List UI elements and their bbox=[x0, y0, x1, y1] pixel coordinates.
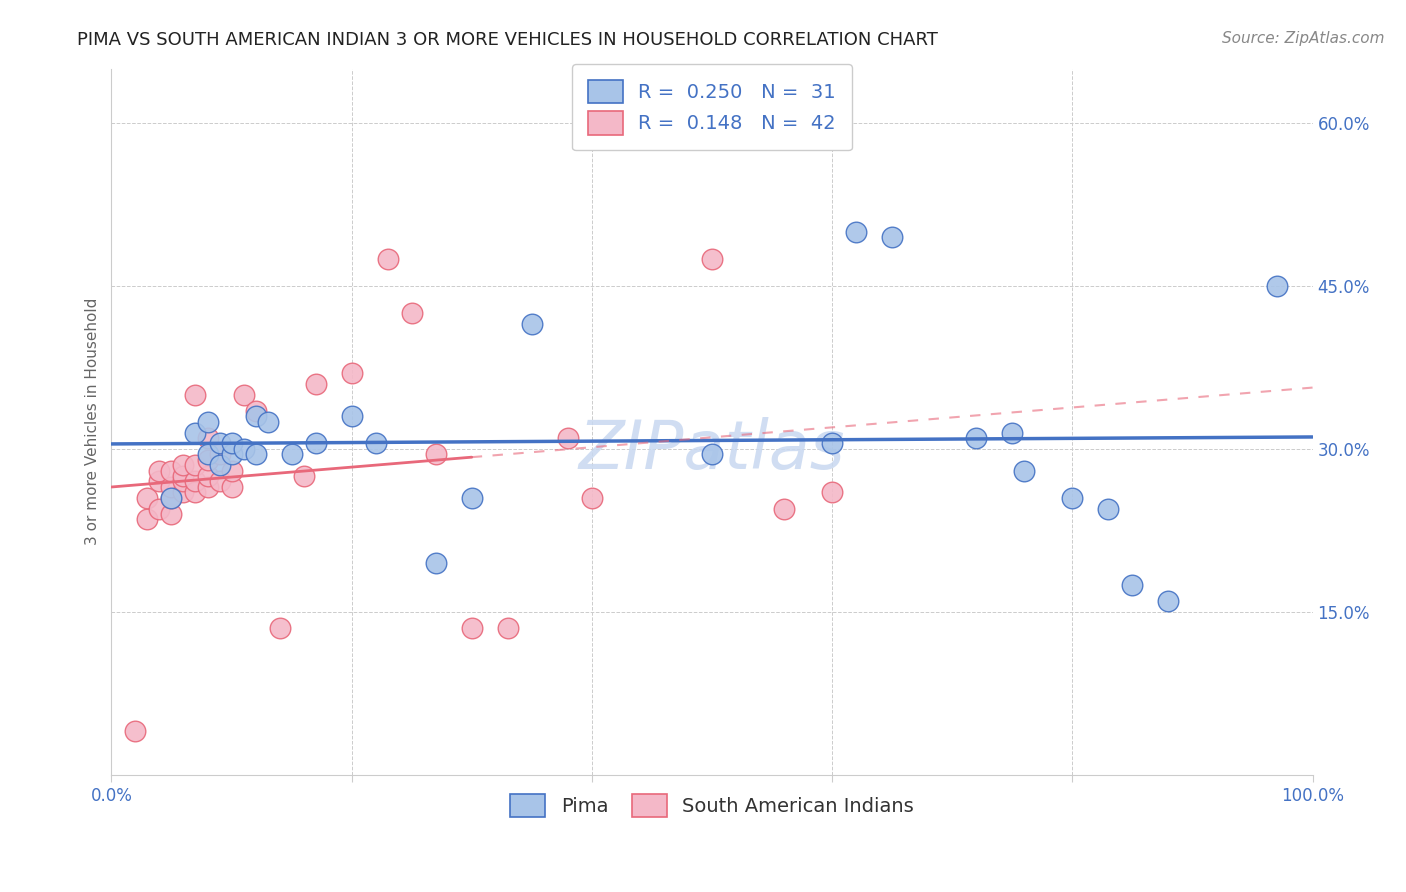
Point bbox=[1062, 491, 1084, 505]
Point bbox=[401, 306, 423, 320]
Point bbox=[221, 464, 243, 478]
Point bbox=[773, 501, 796, 516]
Point bbox=[124, 724, 146, 739]
Point bbox=[557, 431, 579, 445]
Point bbox=[197, 431, 219, 445]
Point bbox=[700, 447, 723, 461]
Point bbox=[425, 447, 447, 461]
Text: Source: ZipAtlas.com: Source: ZipAtlas.com bbox=[1222, 31, 1385, 46]
Point bbox=[160, 491, 183, 505]
Point bbox=[1001, 425, 1024, 440]
Point bbox=[1121, 577, 1143, 591]
Point bbox=[160, 464, 183, 478]
Point bbox=[184, 458, 207, 472]
Point bbox=[160, 480, 183, 494]
Point bbox=[184, 387, 207, 401]
Point bbox=[208, 475, 231, 489]
Point bbox=[197, 480, 219, 494]
Point bbox=[496, 621, 519, 635]
Point bbox=[256, 415, 278, 429]
Point bbox=[245, 409, 267, 424]
Point bbox=[340, 366, 363, 380]
Point bbox=[1265, 278, 1288, 293]
Point bbox=[304, 436, 326, 450]
Legend: Pima, South American Indians: Pima, South American Indians bbox=[502, 786, 921, 825]
Point bbox=[821, 485, 844, 500]
Point bbox=[965, 431, 987, 445]
Point bbox=[700, 252, 723, 266]
Point bbox=[148, 475, 170, 489]
Point bbox=[232, 442, 254, 456]
Point bbox=[184, 425, 207, 440]
Point bbox=[172, 458, 194, 472]
Point bbox=[184, 475, 207, 489]
Point bbox=[520, 317, 543, 331]
Point bbox=[1014, 464, 1036, 478]
Point bbox=[581, 491, 603, 505]
Point bbox=[1097, 501, 1119, 516]
Y-axis label: 3 or more Vehicles in Household: 3 or more Vehicles in Household bbox=[86, 298, 100, 545]
Point bbox=[136, 512, 159, 526]
Point bbox=[461, 491, 484, 505]
Point bbox=[292, 469, 315, 483]
Point bbox=[136, 491, 159, 505]
Point bbox=[197, 469, 219, 483]
Point bbox=[221, 447, 243, 461]
Text: PIMA VS SOUTH AMERICAN INDIAN 3 OR MORE VEHICLES IN HOUSEHOLD CORRELATION CHART: PIMA VS SOUTH AMERICAN INDIAN 3 OR MORE … bbox=[77, 31, 938, 49]
Point bbox=[221, 480, 243, 494]
Point bbox=[845, 225, 868, 239]
Point bbox=[160, 491, 183, 505]
Point bbox=[340, 409, 363, 424]
Point bbox=[208, 458, 231, 472]
Point bbox=[377, 252, 399, 266]
Point bbox=[197, 415, 219, 429]
Point bbox=[197, 447, 219, 461]
Point bbox=[269, 621, 291, 635]
Point bbox=[280, 447, 302, 461]
Point bbox=[184, 485, 207, 500]
Point bbox=[172, 475, 194, 489]
Point bbox=[208, 436, 231, 450]
Point bbox=[148, 501, 170, 516]
Text: ZIPatlas: ZIPatlas bbox=[579, 417, 845, 483]
Point bbox=[172, 469, 194, 483]
Point bbox=[172, 485, 194, 500]
Point bbox=[364, 436, 387, 450]
Point bbox=[160, 507, 183, 521]
Point bbox=[882, 230, 904, 244]
Point bbox=[245, 447, 267, 461]
Point bbox=[304, 376, 326, 391]
Point bbox=[197, 452, 219, 467]
Point bbox=[1157, 594, 1180, 608]
Point bbox=[425, 556, 447, 570]
Point bbox=[461, 621, 484, 635]
Point bbox=[245, 404, 267, 418]
Point bbox=[821, 436, 844, 450]
Point bbox=[148, 464, 170, 478]
Point bbox=[221, 436, 243, 450]
Point bbox=[232, 387, 254, 401]
Point bbox=[208, 447, 231, 461]
